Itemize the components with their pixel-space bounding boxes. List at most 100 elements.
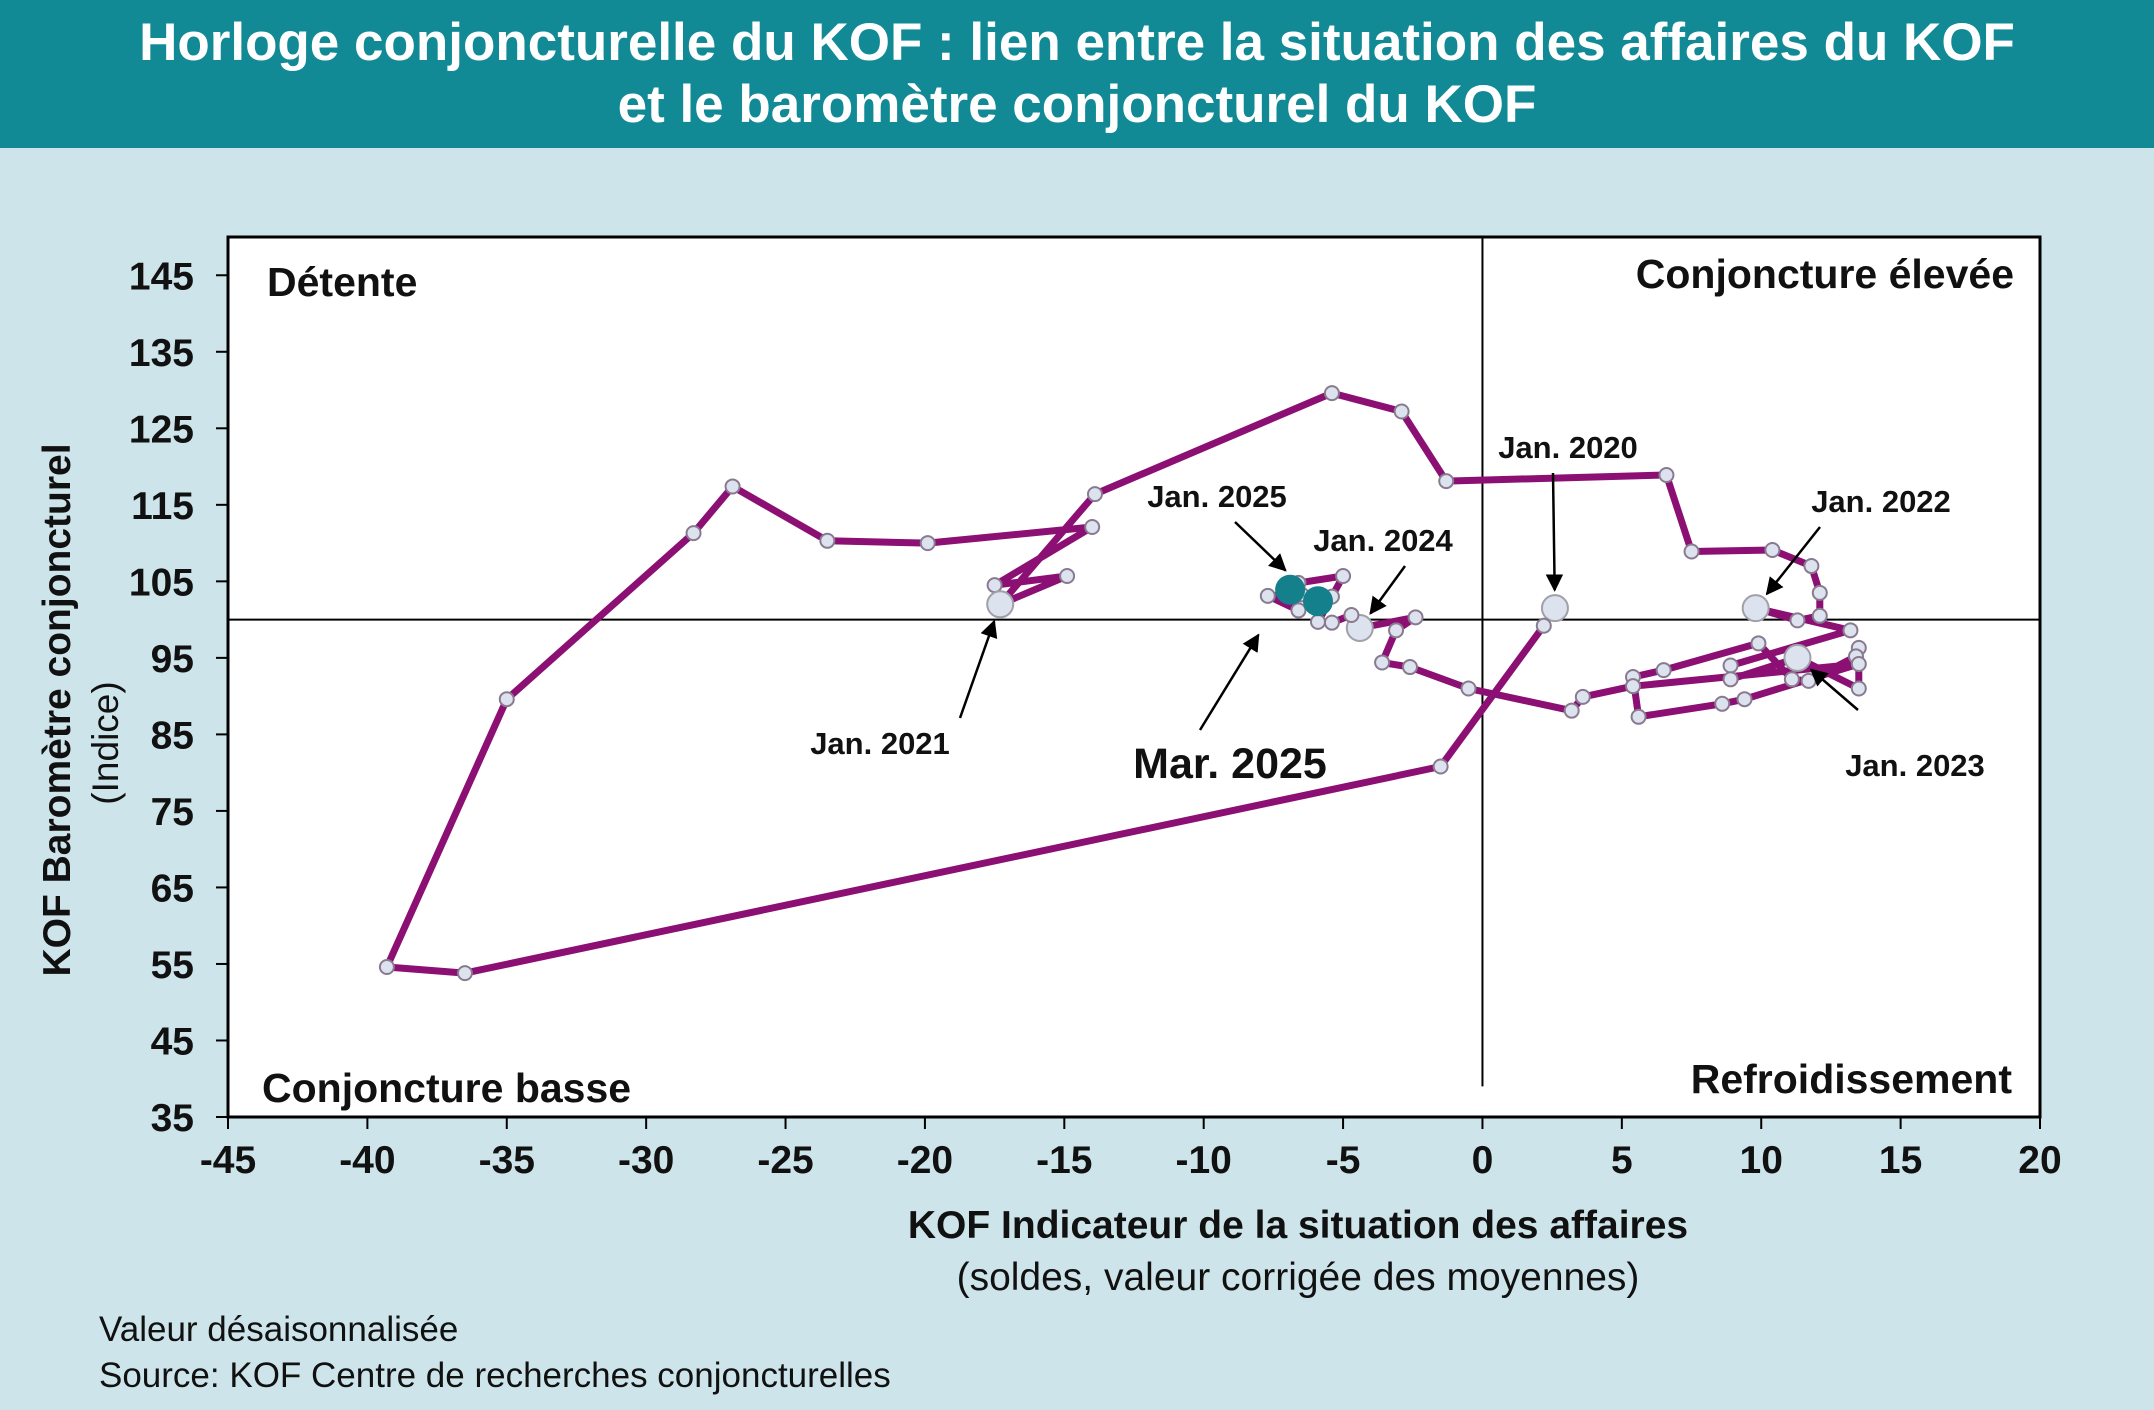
quadrant-label-top-right: Conjoncture élevée bbox=[1636, 251, 2014, 297]
annotation-arrow bbox=[1234, 521, 1287, 572]
data-point bbox=[456, 965, 473, 982]
data-point bbox=[1535, 617, 1552, 634]
data-point bbox=[1811, 584, 1828, 601]
data-point-large bbox=[1741, 594, 1770, 623]
data-point bbox=[1290, 602, 1307, 619]
data-point bbox=[1655, 662, 1672, 679]
data-point bbox=[1407, 609, 1424, 626]
data-point bbox=[1438, 473, 1455, 490]
data-point bbox=[1850, 680, 1867, 697]
data-point bbox=[1563, 702, 1580, 719]
y-tick-label: 55 bbox=[151, 944, 194, 987]
footnote-seasonal: Valeur désaisonnalisée bbox=[99, 1310, 459, 1349]
x-tick-label: -5 bbox=[1326, 1139, 1361, 1182]
y-tick-label: 85 bbox=[151, 714, 194, 757]
annotation-label: Jan. 2022 bbox=[1811, 484, 1951, 519]
x-tick-label: -15 bbox=[1036, 1139, 1092, 1182]
annotation-label: Jan. 2024 bbox=[1313, 523, 1453, 558]
y-tick-label: 75 bbox=[151, 791, 194, 834]
data-point bbox=[1764, 541, 1781, 558]
annotation-arrow bbox=[1369, 565, 1407, 615]
y-axis-sublabel: (Indice) bbox=[85, 681, 126, 804]
data-point bbox=[1309, 613, 1326, 630]
title-line-2: et le baromètre conjoncturel du KOF bbox=[617, 75, 1537, 134]
annotations-layer: Jan. 2020 Jan. 2021 Jan. 2022 Jan. 2023 Jan.… bbox=[810, 430, 1985, 788]
annotation-arrow bbox=[1198, 633, 1260, 731]
x-tick-label: -45 bbox=[200, 1139, 256, 1182]
plot-area bbox=[226, 235, 2042, 1119]
x-tick-label: -20 bbox=[897, 1139, 953, 1182]
annotation-arrow bbox=[1545, 472, 1564, 592]
data-point bbox=[1658, 466, 1675, 483]
x-tick-label: -35 bbox=[479, 1139, 535, 1182]
data-point bbox=[1335, 567, 1352, 584]
data-point bbox=[1323, 385, 1340, 402]
data-point bbox=[1084, 519, 1101, 536]
x-axis-sublabel: (soldes, valeur corrigée des moyennes) bbox=[957, 1256, 1640, 1299]
data-point bbox=[498, 691, 515, 708]
data-point-recent bbox=[1275, 574, 1306, 605]
title-banner: Horloge conjoncturelle du KOF : lien ent… bbox=[0, 0, 2154, 148]
quadrant-label-bottom-right: Refroidissement bbox=[1691, 1056, 2013, 1102]
x-tick-label: 20 bbox=[2018, 1139, 2061, 1182]
data-point bbox=[1630, 708, 1647, 725]
y-tick-label: 45 bbox=[151, 1020, 194, 1063]
data-point bbox=[1736, 691, 1753, 708]
data-point bbox=[1783, 671, 1800, 688]
data-point bbox=[685, 525, 702, 542]
annotation-label: Jan. 2021 bbox=[810, 726, 950, 761]
data-point bbox=[1683, 543, 1700, 560]
data-point bbox=[1789, 612, 1806, 629]
annotation-arrow bbox=[958, 619, 998, 719]
data-point bbox=[1401, 659, 1418, 676]
y-tick-label: 145 bbox=[129, 255, 194, 298]
data-point bbox=[1086, 486, 1103, 503]
data-point bbox=[1574, 688, 1591, 705]
x-tick-label: 10 bbox=[1740, 1139, 1783, 1182]
data-point bbox=[1460, 680, 1477, 697]
data-point bbox=[1722, 657, 1739, 674]
data-point bbox=[724, 478, 741, 495]
data-point bbox=[1811, 607, 1828, 624]
annotation-label: Jan. 2025 bbox=[1147, 479, 1287, 514]
x-tick-label: -40 bbox=[339, 1139, 395, 1182]
data-point bbox=[986, 577, 1003, 594]
data-point bbox=[1714, 695, 1731, 712]
title-line-1: Horloge conjoncturelle du KOF : lien ent… bbox=[139, 13, 2015, 72]
data-point bbox=[1323, 614, 1340, 631]
x-tick-label: -25 bbox=[757, 1139, 813, 1182]
data-point bbox=[1059, 567, 1076, 584]
footnote-source: Source: KOF Centre de recherches conjonc… bbox=[99, 1356, 891, 1395]
data-point bbox=[1803, 558, 1820, 575]
axes-layer: -45 -40 -35 -30 -25 -20 -15 -10 -5 0 5 10 15 20 35 45 55… bbox=[129, 235, 2062, 1182]
data-point bbox=[1343, 607, 1360, 624]
annotation-label: Jan. 2023 bbox=[1845, 748, 1985, 783]
data-point bbox=[1842, 622, 1859, 639]
annotation-arrow bbox=[1765, 526, 1821, 596]
x-tick-label: 5 bbox=[1611, 1139, 1633, 1182]
y-tick-label: 105 bbox=[129, 561, 194, 604]
y-axis-label: KOF Baromètre conjoncturel bbox=[36, 443, 79, 976]
data-point bbox=[1393, 403, 1410, 420]
data-point bbox=[1388, 622, 1405, 639]
data-point-large bbox=[1540, 594, 1569, 623]
y-tick-label: 115 bbox=[131, 485, 194, 528]
y-tick-label: 35 bbox=[151, 1097, 194, 1140]
x-axis-label: KOF Indicateur de la situation des affai… bbox=[908, 1204, 1688, 1247]
x-tick-label: -30 bbox=[618, 1139, 674, 1182]
data-point bbox=[1800, 672, 1817, 689]
data-point bbox=[1374, 654, 1391, 671]
x-tick-label: 15 bbox=[1879, 1139, 1922, 1182]
data-point bbox=[919, 535, 936, 552]
data-point bbox=[1750, 635, 1767, 652]
annotation-arrow bbox=[1809, 668, 1859, 711]
x-tick-label: 0 bbox=[1472, 1139, 1494, 1182]
quadrant-label-bottom-left: Conjoncture basse bbox=[262, 1065, 631, 1111]
data-point bbox=[378, 959, 395, 976]
data-point-large bbox=[1783, 643, 1812, 672]
data-point bbox=[819, 532, 836, 549]
data-point bbox=[1624, 678, 1641, 695]
y-tick-label: 95 bbox=[151, 638, 194, 681]
data-point-large bbox=[986, 590, 1015, 619]
data-point-recent bbox=[1302, 586, 1333, 617]
